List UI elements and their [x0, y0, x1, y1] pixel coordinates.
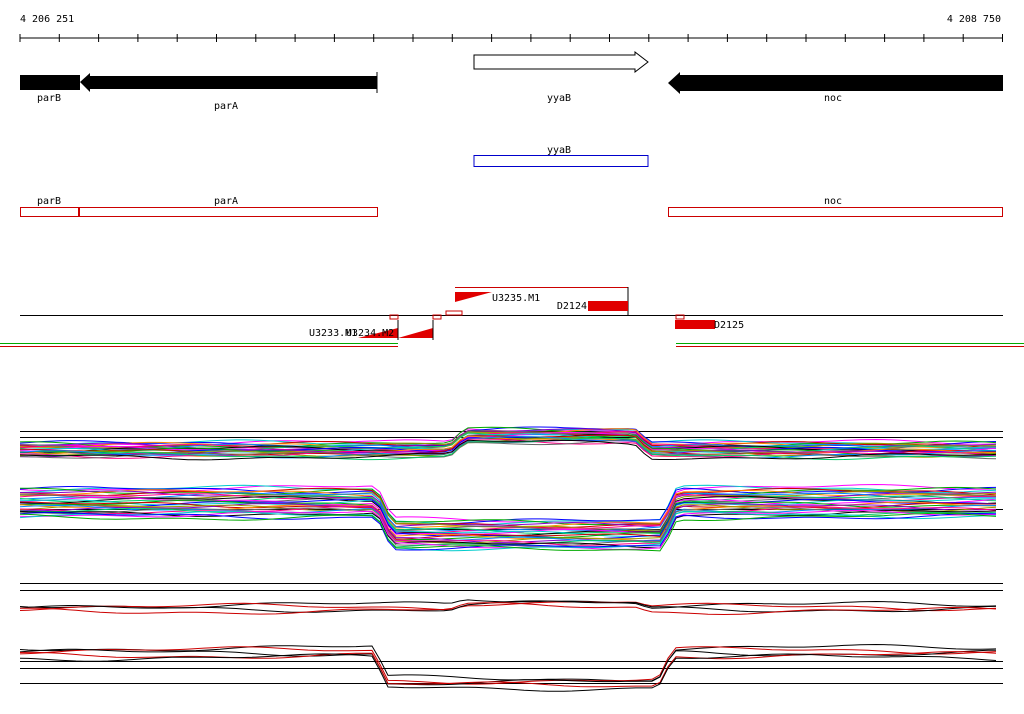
transcript-label: parB [37, 196, 61, 207]
segment-flag [455, 292, 492, 302]
gene-label: parA [214, 101, 238, 112]
ruler-end: 4 208 750 [947, 14, 1001, 25]
trace [19, 492, 997, 532]
trace [19, 493, 997, 533]
cds-box [473, 155, 649, 167]
transcript-label: noc [824, 196, 842, 207]
segment-block [675, 320, 715, 329]
trace [19, 602, 997, 616]
trace [19, 439, 997, 460]
segment-mark [432, 314, 442, 320]
cds-label: yyaB [547, 145, 571, 156]
trace [19, 498, 996, 537]
segment-mark [675, 314, 685, 320]
segment-label: U3235.M1 [492, 293, 540, 304]
gene-arrow [668, 72, 1003, 94]
trace [19, 437, 997, 461]
segment-label: U3233.M1 [309, 328, 357, 339]
ruler-start: 4 206 251 [20, 14, 74, 25]
trace [19, 434, 997, 451]
trace [20, 438, 997, 459]
trace [19, 510, 997, 550]
gene-label: noc [824, 93, 842, 104]
trace [19, 503, 997, 543]
trace [19, 512, 997, 551]
transcript-label: parA [214, 196, 238, 207]
trace [19, 490, 997, 528]
gene-track: parB parA yyaB noc [20, 50, 1003, 112]
segment-flag [398, 328, 433, 338]
trace [19, 499, 997, 540]
gene-arrow [473, 50, 649, 74]
expression-traces [19, 426, 1003, 692]
transcript-box [20, 207, 79, 217]
segment-flag [358, 328, 398, 338]
trace [19, 436, 997, 459]
segment-label: D2125 [714, 320, 744, 331]
gene-arrow [20, 75, 80, 90]
segment-mark [389, 314, 399, 320]
transcript-box [668, 207, 1003, 217]
trace [19, 653, 997, 692]
gene-label: yyaB [547, 93, 571, 104]
trace [19, 651, 997, 688]
trace [19, 439, 997, 461]
trace [19, 510, 997, 552]
segment-label: D2124 [557, 301, 587, 312]
cds-track: yyaB [473, 145, 649, 167]
ruler: 4 206 251 4 208 750 [19, 14, 1003, 42]
trace [19, 484, 997, 526]
segment-track: U3235.M1 D2124 U3233.M1 U3234.M2 D2125 [0, 287, 1024, 347]
gene-arrow [80, 73, 377, 92]
transcript-box [79, 207, 378, 217]
segment-label: U3234.M2 [346, 328, 394, 339]
gene-label: parB [37, 93, 61, 104]
trace [19, 601, 997, 612]
trace [19, 643, 997, 682]
transcript-track: parB parA noc [20, 196, 1003, 217]
segment-mark [445, 310, 463, 316]
trace [19, 504, 997, 542]
trace [19, 501, 996, 540]
segment-block [588, 301, 628, 311]
trace [19, 512, 997, 552]
trace [19, 506, 997, 546]
trace [19, 646, 997, 685]
